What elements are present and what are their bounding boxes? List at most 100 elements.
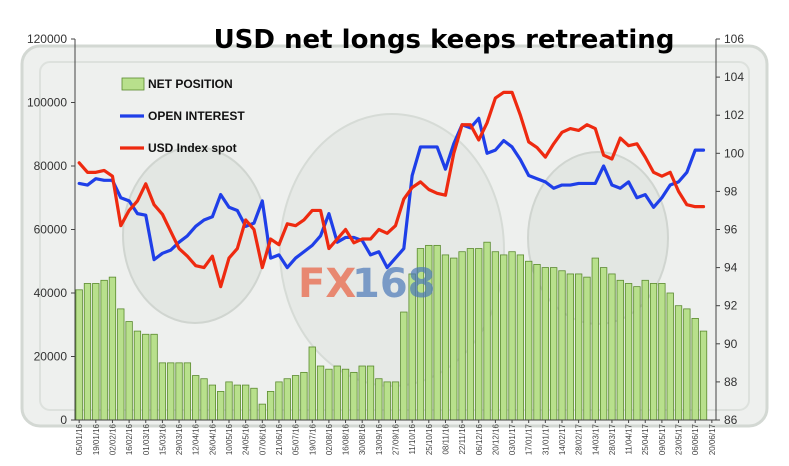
x-axis-tick-label: 11/04/17 xyxy=(625,423,634,454)
note-left-seal xyxy=(122,146,268,324)
net-position-bar xyxy=(266,391,275,421)
net-position-bar xyxy=(550,267,558,421)
right-axis-tick-label: 86 xyxy=(724,413,738,427)
x-axis-tick-label: 25/04/17 xyxy=(641,423,650,455)
x-axis-tick-label: 03/01/17 xyxy=(508,423,517,455)
x-axis-tick-label: 05/01/16 xyxy=(75,423,84,455)
right-axis-tick-label: 98 xyxy=(724,184,738,198)
x-axis-tick-label: 19/01/16 xyxy=(92,423,101,455)
net-position-bar xyxy=(258,403,266,421)
left-axis-tick-label: 120000 xyxy=(27,32,67,46)
net-position-bar xyxy=(683,308,691,421)
net-position-bar xyxy=(400,311,408,421)
banknote-background xyxy=(20,44,769,428)
net-position-bars xyxy=(75,241,708,421)
x-axis-tick-label: 16/08/16 xyxy=(342,423,351,455)
x-axis-tick-label: 26/04/16 xyxy=(208,423,217,455)
right-axis-tick-label: 92 xyxy=(724,299,738,313)
net-position-bar xyxy=(575,273,583,421)
x-axis-tick-label: 20/12/16 xyxy=(491,423,500,455)
x-axis-tick-label: 01/03/16 xyxy=(142,423,151,455)
x-axis-tick-label: 02/02/16 xyxy=(108,423,117,455)
net-position-bar xyxy=(500,254,508,421)
net-position-bar xyxy=(391,381,400,421)
x-axis-tick-label: 15/03/16 xyxy=(158,423,167,455)
x-axis-tick-label: 12/04/16 xyxy=(192,423,201,455)
net-position-bar xyxy=(208,384,217,421)
net-position-bar xyxy=(691,317,699,421)
net-position-bar xyxy=(516,254,525,421)
x-axis-tick-label: 09/05/17 xyxy=(658,423,667,455)
series-lines xyxy=(77,90,706,289)
net-position-bar xyxy=(316,365,325,421)
net-position-bar xyxy=(133,330,142,421)
net-position-bar xyxy=(75,289,83,421)
net-position-bar xyxy=(275,381,283,421)
net-position-bar xyxy=(541,267,549,421)
x-axis-tick-label: 22/11/16 xyxy=(458,423,467,454)
right-axis-tick-label: 90 xyxy=(724,337,738,351)
net-position-bar xyxy=(525,260,533,421)
net-position-bar xyxy=(308,346,316,421)
net-position-bar xyxy=(566,273,574,421)
right-axis-tick-label: 100 xyxy=(724,146,744,160)
net-position-bar xyxy=(533,264,541,421)
net-position-bar xyxy=(466,248,475,421)
net-position-bar xyxy=(450,257,458,421)
legend-swatch-net-position xyxy=(121,77,145,91)
x-axis-tick-label: 27/09/16 xyxy=(392,423,401,455)
right-axis-tick-label: 106 xyxy=(724,32,744,46)
net-position-bar xyxy=(300,371,308,421)
x-axis-tick-label: 08/11/16 xyxy=(441,423,450,454)
net-position-bar xyxy=(100,279,108,421)
net-position-bar xyxy=(125,321,133,421)
net-position-bar xyxy=(333,365,341,421)
net-position-bar xyxy=(350,371,358,421)
net-position-bar xyxy=(375,378,383,421)
net-position-bar xyxy=(558,270,566,421)
x-axis-tick-label: 19/07/16 xyxy=(308,423,317,455)
net-position-bar xyxy=(283,378,291,421)
x-axis-tick-label: 20/06/17 xyxy=(708,423,717,455)
usd-index-spot-line xyxy=(77,90,706,289)
net-position-bar xyxy=(674,305,683,421)
right-axis-tick-label: 104 xyxy=(724,70,744,84)
net-position-bar xyxy=(167,362,175,421)
net-position-bar xyxy=(658,283,666,421)
left-axis-tick-label: 40000 xyxy=(34,286,68,300)
right-axis-tick-label: 96 xyxy=(724,223,738,237)
x-axis-tick-label: 16/02/16 xyxy=(125,423,134,455)
right-axis-tick-label: 88 xyxy=(724,375,738,389)
net-position-bar xyxy=(624,283,633,421)
chart-title: USD net longs keeps retreating xyxy=(214,25,675,55)
x-axis-tick-label: 21/06/16 xyxy=(275,423,284,455)
net-position-bar xyxy=(475,248,483,421)
net-position-bar xyxy=(441,254,450,421)
net-position-bar xyxy=(200,378,208,421)
net-position-bar xyxy=(250,387,258,421)
net-position-bar xyxy=(192,375,200,421)
net-position-bar xyxy=(325,368,333,421)
net-position-bar xyxy=(508,251,516,421)
watermark-168: 168 xyxy=(352,261,436,307)
x-axis-tick-label: 30/08/16 xyxy=(358,423,367,455)
net-position-bar xyxy=(117,308,125,421)
legend-label-open-interest: OPEN INTEREST xyxy=(148,109,245,123)
x-axis-tick-label: 14/02/17 xyxy=(558,423,567,455)
x-axis-tick-label: 11/10/16 xyxy=(408,423,417,454)
net-position-bar xyxy=(616,279,624,421)
right-axis-tick-label: 102 xyxy=(724,108,744,122)
net-position-bar xyxy=(175,362,183,421)
x-axis-tick-label: 06/06/17 xyxy=(691,423,700,455)
left-axis-tick-label: 0 xyxy=(60,413,67,427)
net-position-bar xyxy=(483,241,491,421)
net-position-bar xyxy=(633,286,641,421)
x-axis-tick-label: 10/05/16 xyxy=(225,423,234,455)
net-position-bar xyxy=(383,381,391,421)
net-position-bar xyxy=(591,257,599,421)
net-position-bar xyxy=(458,251,466,421)
right-axis-tick-label: 94 xyxy=(724,261,738,275)
axes: 0 20000 40000 60000 80000 100000 120000 86 88 90 9… xyxy=(27,32,744,455)
net-position-bar xyxy=(666,292,674,421)
